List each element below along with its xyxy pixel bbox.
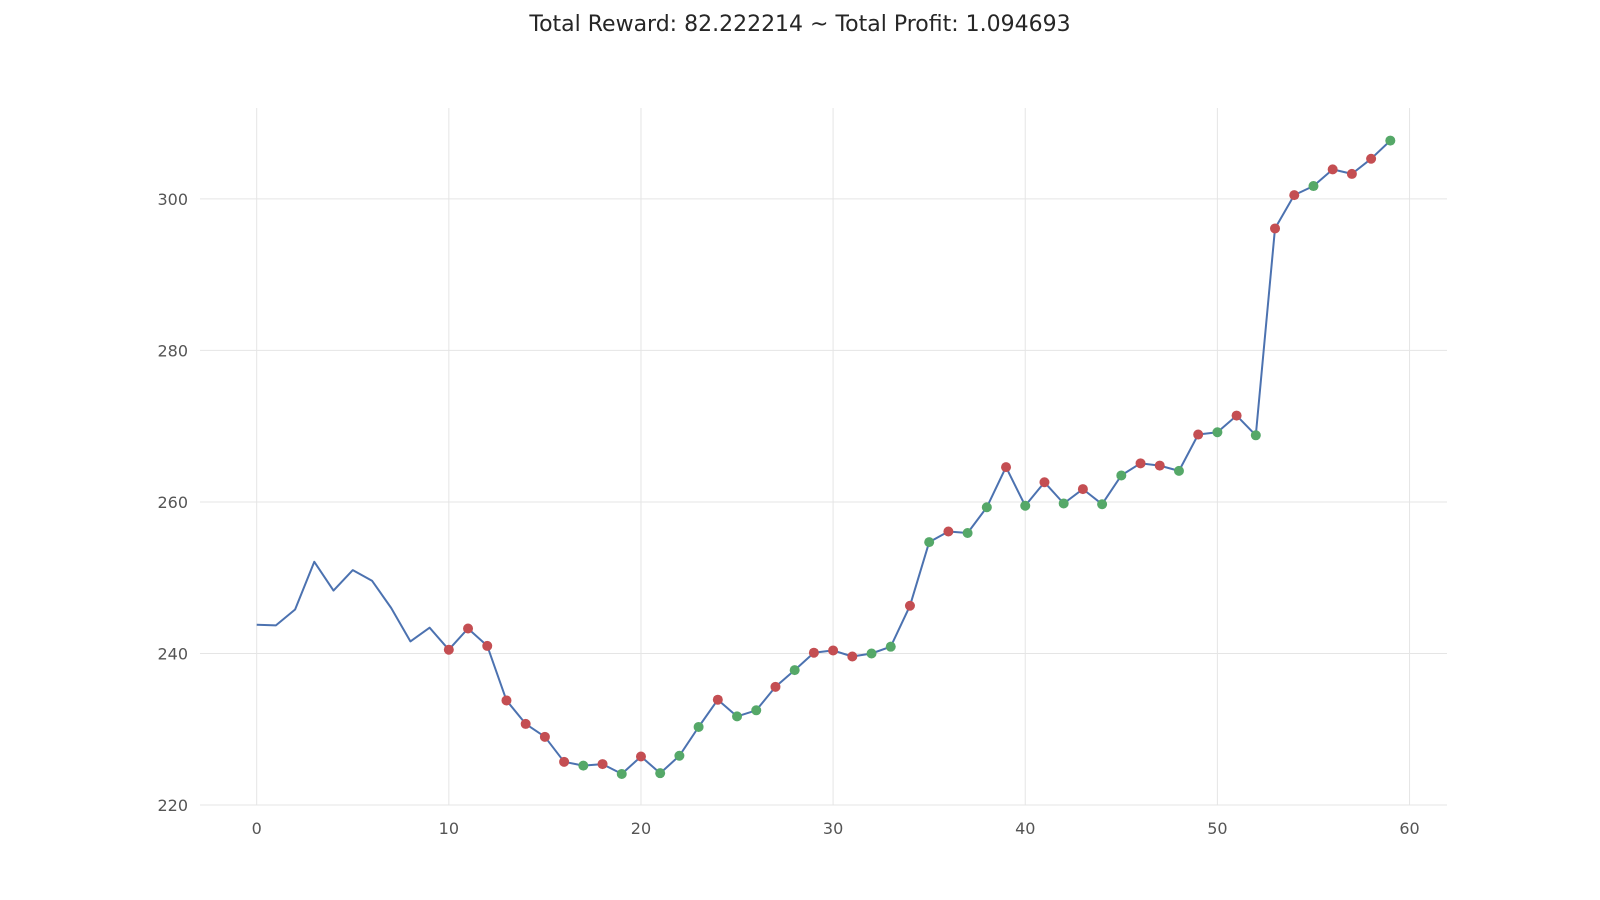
y-tick-label: 280 <box>157 341 188 360</box>
buy-marker <box>924 537 935 548</box>
sell-marker <box>1039 477 1050 488</box>
grid-lines <box>200 108 1447 806</box>
sell-marker <box>1001 462 1012 473</box>
buy-marker <box>1250 430 1261 441</box>
buy-marker <box>1058 498 1069 509</box>
price-line <box>256 139 1391 775</box>
buy-marker <box>693 721 704 732</box>
x-tick-label: 30 <box>823 819 843 838</box>
axis-ticks: 0 10 20 30 40 50 60 220 240 260 280 300 <box>157 190 1419 838</box>
buy-marker <box>1173 465 1184 476</box>
sell-marker <box>1135 458 1146 469</box>
buy-marker <box>885 641 896 652</box>
x-tick-label: 50 <box>1207 819 1227 838</box>
x-tick-label: 60 <box>1399 819 1419 838</box>
sell-marker <box>904 600 915 611</box>
x-tick-label: 20 <box>631 819 651 838</box>
buy-marker <box>578 760 589 771</box>
sell-marker <box>635 751 646 762</box>
sell-marker <box>559 756 570 767</box>
buy-marker <box>1116 470 1127 481</box>
sell-marker <box>501 695 512 706</box>
buy-marker <box>962 528 973 539</box>
series-line <box>256 139 1391 775</box>
sell-marker <box>597 759 608 770</box>
sell-marker <box>943 526 954 537</box>
buy-marker <box>655 768 666 779</box>
sell-marker <box>520 718 531 729</box>
sell-marker <box>1154 460 1165 471</box>
sell-marker <box>443 644 454 655</box>
chart-title: Total Reward: 82.222214 ~ Total Profit: … <box>529 12 1071 37</box>
buy-marker <box>1385 135 1396 146</box>
buy-marker <box>616 768 627 779</box>
sell-marker <box>1327 164 1338 175</box>
y-tick-label: 220 <box>157 796 188 815</box>
x-tick-label: 10 <box>439 819 459 838</box>
y-tick-label: 260 <box>157 493 188 512</box>
sell-marker <box>1289 190 1300 201</box>
buy-marker <box>981 502 992 513</box>
sell-marker <box>482 640 493 651</box>
buy-marker <box>1212 427 1223 438</box>
buy-marker <box>751 705 762 716</box>
trade-markers <box>443 135 1396 779</box>
buy-marker <box>866 648 877 659</box>
x-tick-label: 0 <box>252 819 262 838</box>
sell-marker <box>770 681 781 692</box>
buy-marker <box>1308 181 1319 192</box>
buy-marker <box>789 665 800 676</box>
sell-marker <box>847 651 858 662</box>
sell-marker <box>1346 168 1357 179</box>
sell-marker <box>1077 484 1088 495</box>
x-tick-label: 40 <box>1015 819 1035 838</box>
y-tick-label: 240 <box>157 644 188 663</box>
sell-marker <box>1270 223 1281 234</box>
buy-marker <box>674 750 685 761</box>
sell-marker <box>712 694 723 705</box>
sell-marker <box>828 645 839 656</box>
y-tick-label: 300 <box>157 190 188 209</box>
sell-marker <box>1193 429 1204 440</box>
sell-marker <box>539 731 550 742</box>
buy-marker <box>1020 500 1031 511</box>
sell-marker <box>1231 410 1242 421</box>
buy-marker <box>732 711 743 722</box>
buy-marker <box>1097 499 1108 510</box>
sell-marker <box>463 623 474 634</box>
sell-marker <box>1366 153 1377 164</box>
sell-marker <box>808 647 819 658</box>
